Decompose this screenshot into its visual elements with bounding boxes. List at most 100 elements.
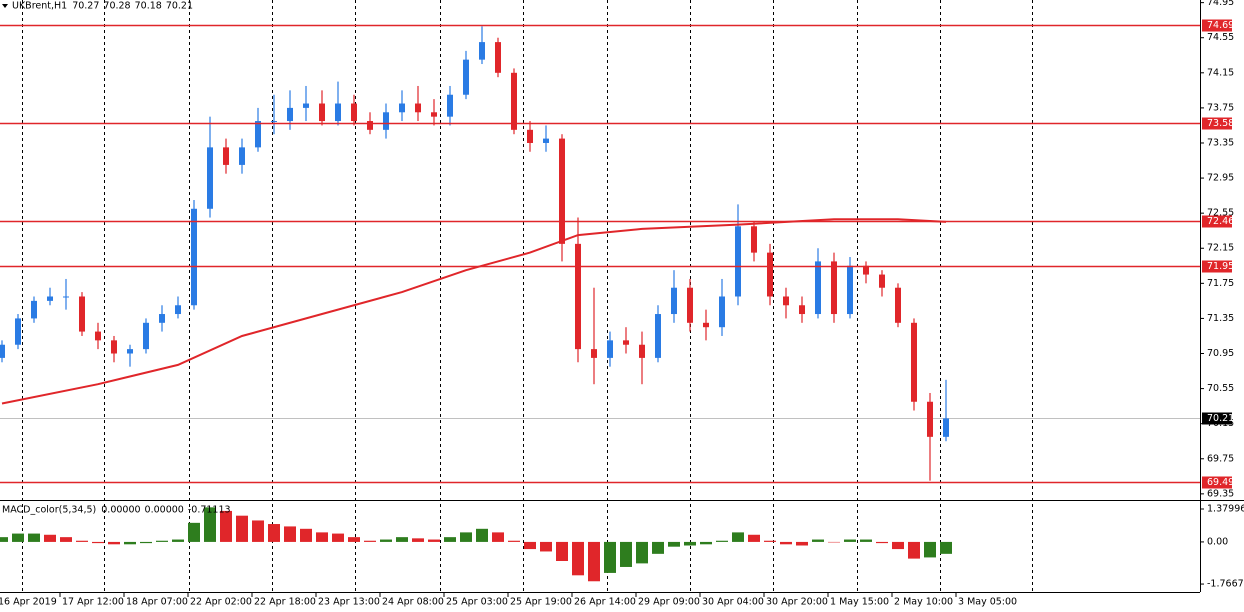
indicator-name: MACD_color(5,34,5) — [2, 505, 96, 516]
histogram-bar — [620, 541, 632, 567]
histogram-bar — [940, 541, 952, 554]
candle-body — [47, 296, 53, 301]
y-tick-label: 74.55 — [1207, 32, 1234, 43]
x-tick-label: 17 Apr 12:00 — [62, 597, 124, 608]
x-tick-label: 25 Apr 19:00 — [510, 597, 572, 608]
x-tick-label: 29 Apr 09:00 — [638, 597, 700, 608]
histogram-bar — [684, 541, 696, 546]
candle-body — [559, 138, 565, 244]
x-tick-label: 1 May 15:00 — [830, 597, 889, 608]
ohlc-value: 70.28 — [103, 1, 130, 12]
histogram-bar — [588, 541, 600, 582]
histogram-bar — [0, 537, 8, 542]
histogram-bar — [764, 540, 776, 542]
histogram-bar — [44, 534, 56, 542]
plot — [0, 24, 1200, 582]
moving-average — [1, 218, 947, 405]
histogram-bar — [364, 540, 376, 542]
candle-body — [223, 147, 229, 165]
histogram-bar — [396, 537, 408, 542]
candle-body — [783, 296, 789, 306]
candle-body — [511, 72, 517, 130]
histogram-bar — [668, 541, 680, 547]
candle-body — [831, 261, 837, 315]
histogram-bar — [252, 520, 264, 542]
candle-body — [767, 252, 773, 297]
candle-body — [175, 305, 181, 315]
y-tick-label: 74.95 — [1207, 0, 1234, 8]
level-label-box — [1202, 260, 1232, 273]
x-tick-label: 16 Apr 2019 — [0, 597, 57, 608]
histogram-bar — [28, 533, 40, 542]
y-tick-label: 72.15 — [1207, 243, 1234, 254]
candle-body — [415, 103, 421, 113]
histogram-bar — [220, 510, 232, 542]
histogram-bar — [492, 532, 504, 542]
level-label: 71.95 — [1207, 261, 1234, 272]
candle-body — [431, 112, 437, 117]
level-label: 72.46 — [1207, 216, 1234, 227]
candle-body — [351, 103, 357, 122]
histogram-bar — [172, 539, 184, 542]
y-tick-label: 71.75 — [1207, 278, 1234, 289]
x-tick-label: 25 Apr 03:00 — [446, 597, 508, 608]
candle-body — [111, 340, 117, 354]
candle-body — [399, 103, 405, 113]
histogram-bar — [780, 541, 792, 545]
histogram-bar — [716, 540, 728, 542]
histogram-bar — [412, 538, 424, 542]
y-tick-label: 71.35 — [1207, 313, 1234, 324]
x-tick-label: 22 Apr 02:00 — [190, 597, 252, 608]
y-tick-label: 69.35 — [1207, 488, 1234, 499]
candle-body — [911, 322, 917, 402]
histogram-bar — [156, 540, 168, 542]
histogram-bar — [524, 541, 536, 550]
histogram-bar — [700, 541, 712, 545]
histogram-bar — [140, 541, 152, 544]
candle-body — [383, 112, 389, 130]
candle-body — [367, 121, 373, 130]
histogram-bar — [892, 541, 904, 550]
level-label-box — [1202, 476, 1232, 489]
candle-body — [943, 418, 949, 437]
histogram-bar — [652, 541, 664, 554]
candle-body — [79, 296, 85, 332]
x-tick-label: 24 Apr 08:00 — [382, 597, 444, 608]
y-tick-label: 73.35 — [1207, 137, 1234, 148]
candle-body — [31, 300, 37, 319]
candle-body — [479, 42, 485, 60]
histogram-bar — [476, 528, 488, 542]
candle-body — [0, 344, 5, 358]
histogram-bar — [508, 540, 520, 542]
candle-body — [335, 103, 341, 122]
x-tick-label: 26 Apr 14:00 — [574, 597, 636, 608]
candle-body — [239, 147, 245, 165]
histogram-bar — [316, 532, 328, 542]
candle-body — [639, 344, 645, 358]
ohlc-value: 70.18 — [135, 1, 162, 12]
level-label: 73.58 — [1207, 118, 1234, 129]
level-label-box — [1202, 19, 1232, 32]
histogram-bar — [876, 541, 888, 544]
histogram-bar — [284, 526, 296, 542]
y-tick-label: 70.55 — [1207, 383, 1234, 394]
histogram-bar — [92, 541, 104, 544]
symbol: UKBrent,H1 — [12, 1, 67, 12]
y-tick-label: 74.15 — [1207, 67, 1234, 78]
candle-body — [879, 274, 885, 288]
candle-body — [687, 287, 693, 323]
histogram-bar — [732, 532, 744, 542]
candle-body — [847, 265, 853, 315]
x-tick-label: 22 Apr 18:00 — [254, 597, 316, 608]
histogram-bar — [60, 537, 72, 542]
candle-body — [191, 208, 197, 306]
x-tick-label: 23 Apr 13:00 — [318, 597, 380, 608]
candle-body — [319, 103, 325, 122]
level-label-box — [1202, 117, 1232, 130]
histogram-bar — [300, 528, 312, 542]
candle-body — [671, 287, 677, 315]
candle-body — [623, 340, 629, 345]
level-label: 69.49 — [1207, 477, 1234, 488]
y-tick-label: 0.00 — [1207, 536, 1228, 547]
candle-body — [95, 331, 101, 341]
